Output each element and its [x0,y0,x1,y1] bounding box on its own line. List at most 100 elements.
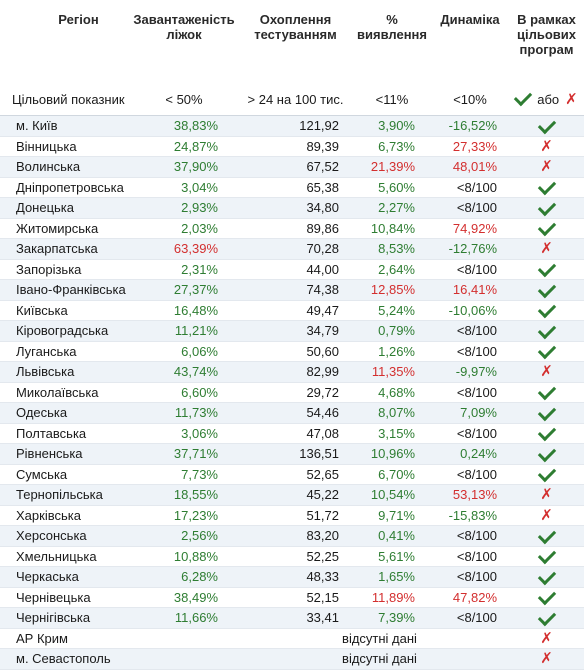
detection-cell: 2,27% [353,197,431,219]
table-row: Вінницька 24,87% 89,39 6,73% 27,33% ✗ [0,136,584,157]
check-icon [537,259,556,278]
table-row: м. Севастополь відсутні дані ✗ [0,648,584,670]
testing-cell: 82,99 [238,361,353,383]
region-cell: Полтавська [0,423,130,444]
check-icon [537,587,556,606]
table-row: Чернігівська 11,66% 33,41 7,39% <8/100 [0,607,584,629]
testing-cell: 121,92 [238,115,353,137]
dynamics-cell: <8/100 [431,197,509,219]
program-cell [509,279,584,301]
dynamics-cell: <8/100 [431,566,509,588]
testing-cell: 52,65 [238,464,353,485]
cross-icon: ✗ [540,505,553,524]
cross-icon: ✗ [540,362,553,381]
detection-cell: 1,65% [353,566,431,588]
check-icon [537,279,556,299]
testing-cell: 44,00 [238,259,353,280]
detection-cell: 3,15% [353,423,431,444]
header-detection: % виявлення [357,12,427,42]
dynamics-cell: 53,13% [431,484,509,506]
program-cell [509,320,584,342]
detection-cell: 21,39% [353,156,431,178]
program-cell: ✗ [509,238,584,260]
table-row: Дніпропетровська 3,04% 65,38 5,60% <8/100 [0,177,584,198]
target-testing: > 24 на 100 тис. [247,91,344,107]
detection-cell: 2,64% [353,259,431,280]
region-cell: Львівська [0,361,130,383]
check-icon [537,218,556,237]
testing-cell: 51,72 [238,505,353,526]
table-row: Херсонська 2,56% 83,20 0,41% <8/100 [0,525,584,547]
beds-cell: 27,37% [130,279,238,301]
cross-icon: ✗ [565,90,578,108]
program-cell [509,587,584,608]
program-cell: ✗ [509,136,584,157]
header-row: Регіон Завантаженість ліжок Охоплення те… [0,0,584,83]
dynamics-cell: 7,09% [431,402,509,424]
beds-cell: 2,03% [130,218,238,239]
program-cell: ✗ [509,156,584,178]
program-cell [509,464,584,485]
region-cell: Закарпатська [0,238,130,260]
beds-cell: 17,23% [130,505,238,526]
beds-cell: 18,55% [130,484,238,506]
table-row: Житомирська 2,03% 89,86 10,84% 74,92% [0,218,584,239]
target-programs-legend: або ✗ [509,83,584,116]
program-cell [509,177,584,198]
program-cell: ✗ [509,484,584,506]
beds-cell: 11,21% [130,320,238,342]
region-cell: Рівненська [0,443,130,465]
beds-cell: 37,71% [130,443,238,465]
cross-icon: ✗ [540,239,553,258]
header-testing: Охоплення тестуванням [254,12,337,42]
region-cell: Луганська [0,341,130,362]
testing-cell: 29,72 [238,382,353,403]
target-beds: < 50% [165,91,203,107]
beds-cell: 38,83% [130,115,238,137]
region-cell: Херсонська [0,525,130,547]
region-cell: Дніпропетровська [0,177,130,198]
testing-cell: 33,41 [238,607,353,629]
dynamics-cell: <8/100 [431,177,509,198]
beds-cell: 3,06% [130,423,238,444]
testing-cell: 89,39 [238,136,353,157]
beds-cell: 38,49% [130,587,238,608]
region-cell: Одеська [0,402,130,424]
dynamics-cell: -16,52% [431,115,509,137]
table-row: АР Крим відсутні дані ✗ [0,628,584,649]
beds-cell: 2,31% [130,259,238,280]
check-icon [537,546,556,565]
region-cell: АР Крим [0,628,130,649]
beds-cell: 2,93% [130,197,238,219]
detection-cell: 0,41% [353,525,431,547]
beds-cell: 6,60% [130,382,238,403]
table-row: Миколаївська 6,60% 29,72 4,68% <8/100 [0,382,584,403]
detection-cell: 5,24% [353,300,431,321]
detection-cell: 9,71% [353,505,431,526]
detection-cell: 8,07% [353,402,431,424]
region-cell: м. Київ [0,115,130,137]
check-icon [537,197,556,217]
region-cell: Чернігівська [0,607,130,629]
beds-cell: 11,73% [130,402,238,424]
testing-cell: 50,60 [238,341,353,362]
testing-cell: 54,46 [238,402,353,424]
header-dynamics: Динаміка [440,12,500,27]
check-icon [537,525,556,545]
table-row: Полтавська 3,06% 47,08 3,15% <8/100 [0,423,584,444]
cross-icon: ✗ [540,485,553,504]
beds-cell: 10,88% [130,546,238,567]
testing-cell: 52,25 [238,546,353,567]
header-beds: Завантаженість ліжок [133,12,235,42]
testing-cell: 136,51 [238,443,353,465]
testing-cell: 89,86 [238,218,353,239]
check-icon [537,402,556,422]
check-icon [537,607,556,627]
testing-cell: 67,52 [238,156,353,178]
check-icon [514,87,533,107]
dynamics-cell: -9,97% [431,361,509,383]
check-icon [537,341,556,360]
program-cell: ✗ [509,505,584,526]
testing-cell: 65,38 [238,177,353,198]
